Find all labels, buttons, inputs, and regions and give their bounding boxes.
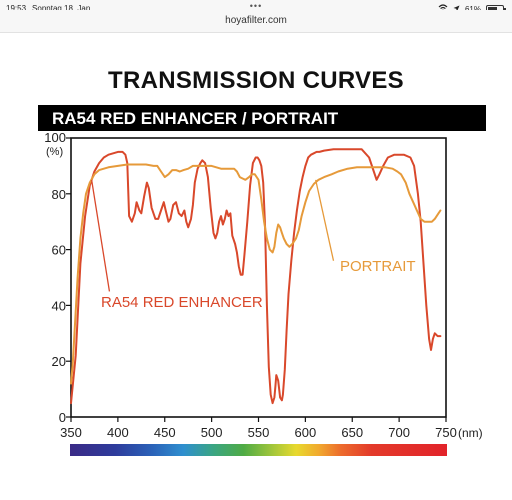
x-tick-label: 600 xyxy=(295,425,317,440)
y-tick-label: 80 xyxy=(52,187,66,202)
x-tick-label: 750 xyxy=(435,425,457,440)
portrait-annotation: PORTRAIT xyxy=(340,258,416,275)
page-title: TRANSMISSION CURVES xyxy=(108,67,404,94)
status-left: 19:53 Sonntag 18. Jan. xyxy=(6,4,93,13)
y-tick-label: 60 xyxy=(52,243,66,258)
x-tick-label: 350 xyxy=(60,425,82,440)
portrait-curve xyxy=(70,163,442,385)
x-tick-label: 450 xyxy=(154,425,176,440)
x-tick-label: 550 xyxy=(248,425,270,440)
x-tick-label: 500 xyxy=(201,425,223,440)
address-bar[interactable]: hoyafilter.com xyxy=(0,10,512,33)
status-time: 19:53 xyxy=(6,4,27,13)
chart-title: RA54 RED ENHANCER / PORTRAIT xyxy=(52,109,339,128)
portrait-leader-line xyxy=(315,179,335,261)
y-tick-label: 100 xyxy=(44,130,66,145)
url-text[interactable]: hoyafilter.com xyxy=(225,15,287,26)
chart-title-banner: RA54 RED ENHANCER / PORTRAIT xyxy=(38,105,486,131)
y-tick-label: 0 xyxy=(59,410,66,425)
status-date: Sonntag 18. Jan. xyxy=(32,4,93,13)
x-tick-label: 700 xyxy=(388,425,410,440)
location-icon xyxy=(453,5,460,14)
red-enhancer-annotation: RA54 RED ENHANCER xyxy=(101,294,263,311)
red-enhancer-curve xyxy=(70,148,442,405)
y-tick-label: 20 xyxy=(52,354,66,369)
red-enhancer-leader-line xyxy=(90,179,111,292)
x-axis-label: (nm) xyxy=(458,426,483,440)
y-tick-label: 40 xyxy=(52,298,66,313)
y-axis-label: (%) xyxy=(46,146,63,158)
battery-percent: 61% xyxy=(464,4,481,14)
visible-spectrum-bar xyxy=(70,444,447,456)
x-tick-label: 650 xyxy=(341,425,363,440)
multitasking-dots[interactable]: ••• xyxy=(249,1,263,11)
x-tick-label: 400 xyxy=(107,425,129,440)
